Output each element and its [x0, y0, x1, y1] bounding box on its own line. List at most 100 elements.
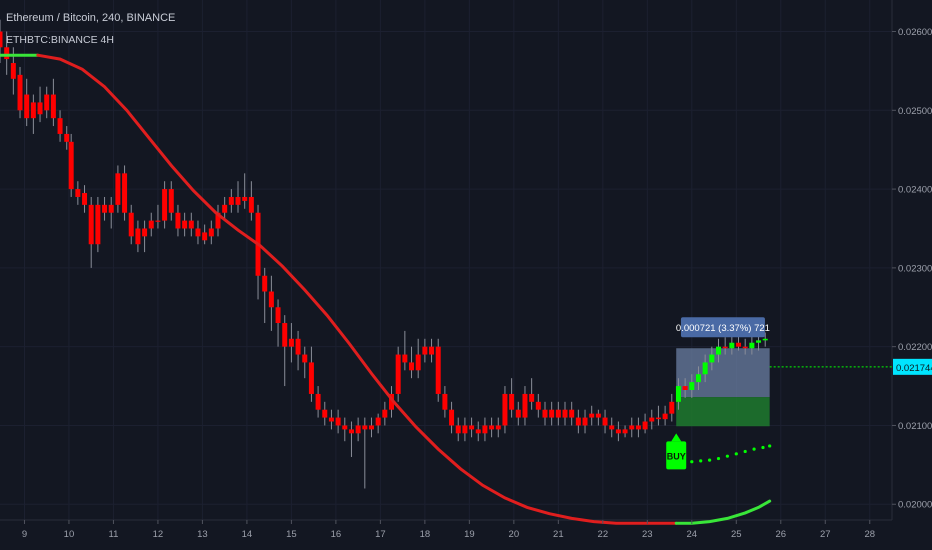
- candle: [37, 86, 43, 123]
- candle-body: [228, 196, 234, 205]
- candle: [248, 181, 254, 221]
- candle-body: [30, 102, 36, 119]
- candle: [75, 181, 81, 205]
- stop-dot: [707, 458, 712, 462]
- candle-body: [649, 417, 655, 422]
- candle-body: [355, 425, 361, 434]
- candle: [68, 133, 74, 197]
- x-tick-label: 23: [642, 529, 653, 540]
- stop-dot: [690, 460, 694, 464]
- series-label: ETHBTC:BINANCE 4H: [6, 34, 114, 46]
- candle-body: [17, 74, 23, 111]
- candle: [602, 409, 608, 434]
- candle-body: [142, 228, 148, 237]
- x-tick-label: 27: [820, 529, 831, 540]
- candle-body: [742, 346, 748, 349]
- x-tick-label: 9: [22, 529, 27, 540]
- stop-dot: [725, 454, 729, 458]
- candle-body: [555, 409, 561, 418]
- candle: [162, 181, 168, 229]
- candle: [749, 334, 755, 355]
- candle: [615, 421, 621, 442]
- candle-body: [308, 362, 314, 394]
- candle-body: [482, 425, 488, 434]
- candle-body: [208, 228, 214, 237]
- candle: [268, 275, 274, 331]
- candle-body: [342, 425, 348, 430]
- stop-dot: [761, 445, 765, 450]
- candle: [128, 204, 134, 245]
- candle: [489, 417, 495, 438]
- candle: [235, 181, 241, 213]
- candle-body: [575, 417, 581, 426]
- candle-body: [288, 338, 294, 347]
- candle-body: [642, 421, 648, 430]
- candle-body: [222, 204, 228, 213]
- stop-dot: [699, 459, 703, 463]
- candle: [115, 165, 121, 213]
- candle-body: [102, 204, 108, 213]
- candle-body: [509, 393, 515, 410]
- candle: [609, 417, 615, 438]
- candle-body: [689, 382, 695, 390]
- candle: [575, 409, 581, 434]
- candle-body: [489, 425, 495, 430]
- candle: [348, 421, 354, 457]
- candle: [382, 401, 388, 426]
- x-tick-label: 24: [687, 529, 698, 540]
- candle-body: [402, 354, 408, 363]
- candle: [642, 413, 648, 434]
- candle: [175, 204, 181, 237]
- candle: [24, 78, 30, 127]
- candle: [148, 212, 154, 237]
- candle: [375, 413, 381, 434]
- candle: [282, 315, 288, 387]
- candle-body: [282, 323, 288, 347]
- candle: [82, 185, 88, 213]
- candle: [562, 401, 568, 426]
- stop-dot: [752, 447, 756, 451]
- candle: [582, 409, 588, 434]
- candle-body: [562, 409, 568, 418]
- candle-body: [515, 409, 521, 418]
- candle-body: [195, 228, 201, 237]
- candle-body: [182, 220, 188, 229]
- candle: [395, 346, 401, 402]
- x-tick-label: 20: [509, 529, 520, 540]
- candle: [595, 409, 601, 426]
- candle-body: [709, 354, 715, 363]
- candle: [469, 417, 475, 438]
- measure-area-lower: [676, 397, 770, 427]
- candle-body: [495, 425, 501, 430]
- candle-body: [268, 291, 274, 308]
- candle: [509, 378, 515, 418]
- candle: [675, 378, 681, 410]
- candle: [315, 386, 321, 418]
- candle-body: [44, 94, 50, 111]
- candle-body: [135, 228, 141, 245]
- candle: [215, 204, 221, 237]
- candle-body: [675, 386, 681, 402]
- candle-body: [82, 193, 88, 205]
- candle-body: [736, 342, 742, 347]
- candle: [402, 330, 408, 371]
- candle-body: [4, 47, 10, 60]
- candle: [622, 425, 628, 438]
- candle-body: [409, 362, 415, 371]
- candle: [475, 421, 481, 442]
- candle: [57, 110, 63, 142]
- x-tick-label: 10: [64, 529, 75, 540]
- candle-body: [322, 409, 328, 418]
- ma-line-red: [36, 53, 678, 525]
- chart-header: Ethereum / Bitcoin, 240, BINANCE ETHBTC:…: [6, 12, 175, 46]
- candle-body: [582, 417, 588, 426]
- candle: [742, 338, 748, 355]
- candle: [228, 189, 234, 213]
- candle-body: [375, 417, 381, 426]
- candle: [409, 346, 415, 379]
- candle: [362, 417, 368, 489]
- buy-signal-box: [666, 441, 687, 470]
